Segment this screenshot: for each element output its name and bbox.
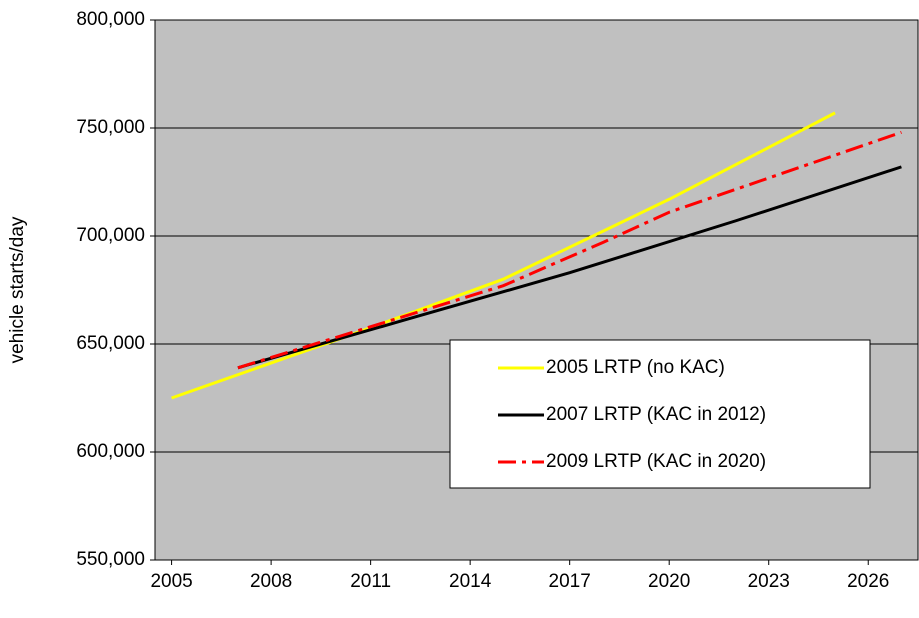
- y-tick-label: 550,000: [76, 549, 145, 570]
- x-tick-label: 2017: [549, 571, 591, 592]
- y-tick-label: 750,000: [76, 117, 145, 138]
- series-line: [237, 165, 902, 370]
- y-tick-label: 650,000: [76, 333, 145, 354]
- y-tick-label: 800,000: [76, 9, 145, 30]
- legend-label: 2009 LRTP (KAC in 2020): [546, 451, 766, 472]
- legend-label: 2005 LRTP (no KAC): [546, 357, 725, 378]
- series-line: [237, 130, 902, 370]
- x-tick-label: 2011: [350, 571, 391, 592]
- x-tick-label: 2023: [748, 571, 790, 592]
- x-tick-label: 2020: [648, 571, 690, 592]
- x-tick-label: 2014: [449, 571, 492, 592]
- x-tick-label: 2005: [150, 571, 192, 592]
- y-tick-label: 600,000: [76, 441, 145, 462]
- x-tick-label: 2008: [250, 571, 292, 592]
- legend-label: 2007 LRTP (KAC in 2012): [546, 404, 766, 425]
- y-tick-label: 700,000: [76, 225, 145, 246]
- y-axis-label: vehicle starts/day: [7, 216, 28, 363]
- legend: 2005 LRTP (no KAC) 2007 LRTP (KAC in 2012…: [449, 339, 871, 489]
- x-tick-label: 2026: [847, 571, 889, 592]
- series-line: [171, 111, 836, 400]
